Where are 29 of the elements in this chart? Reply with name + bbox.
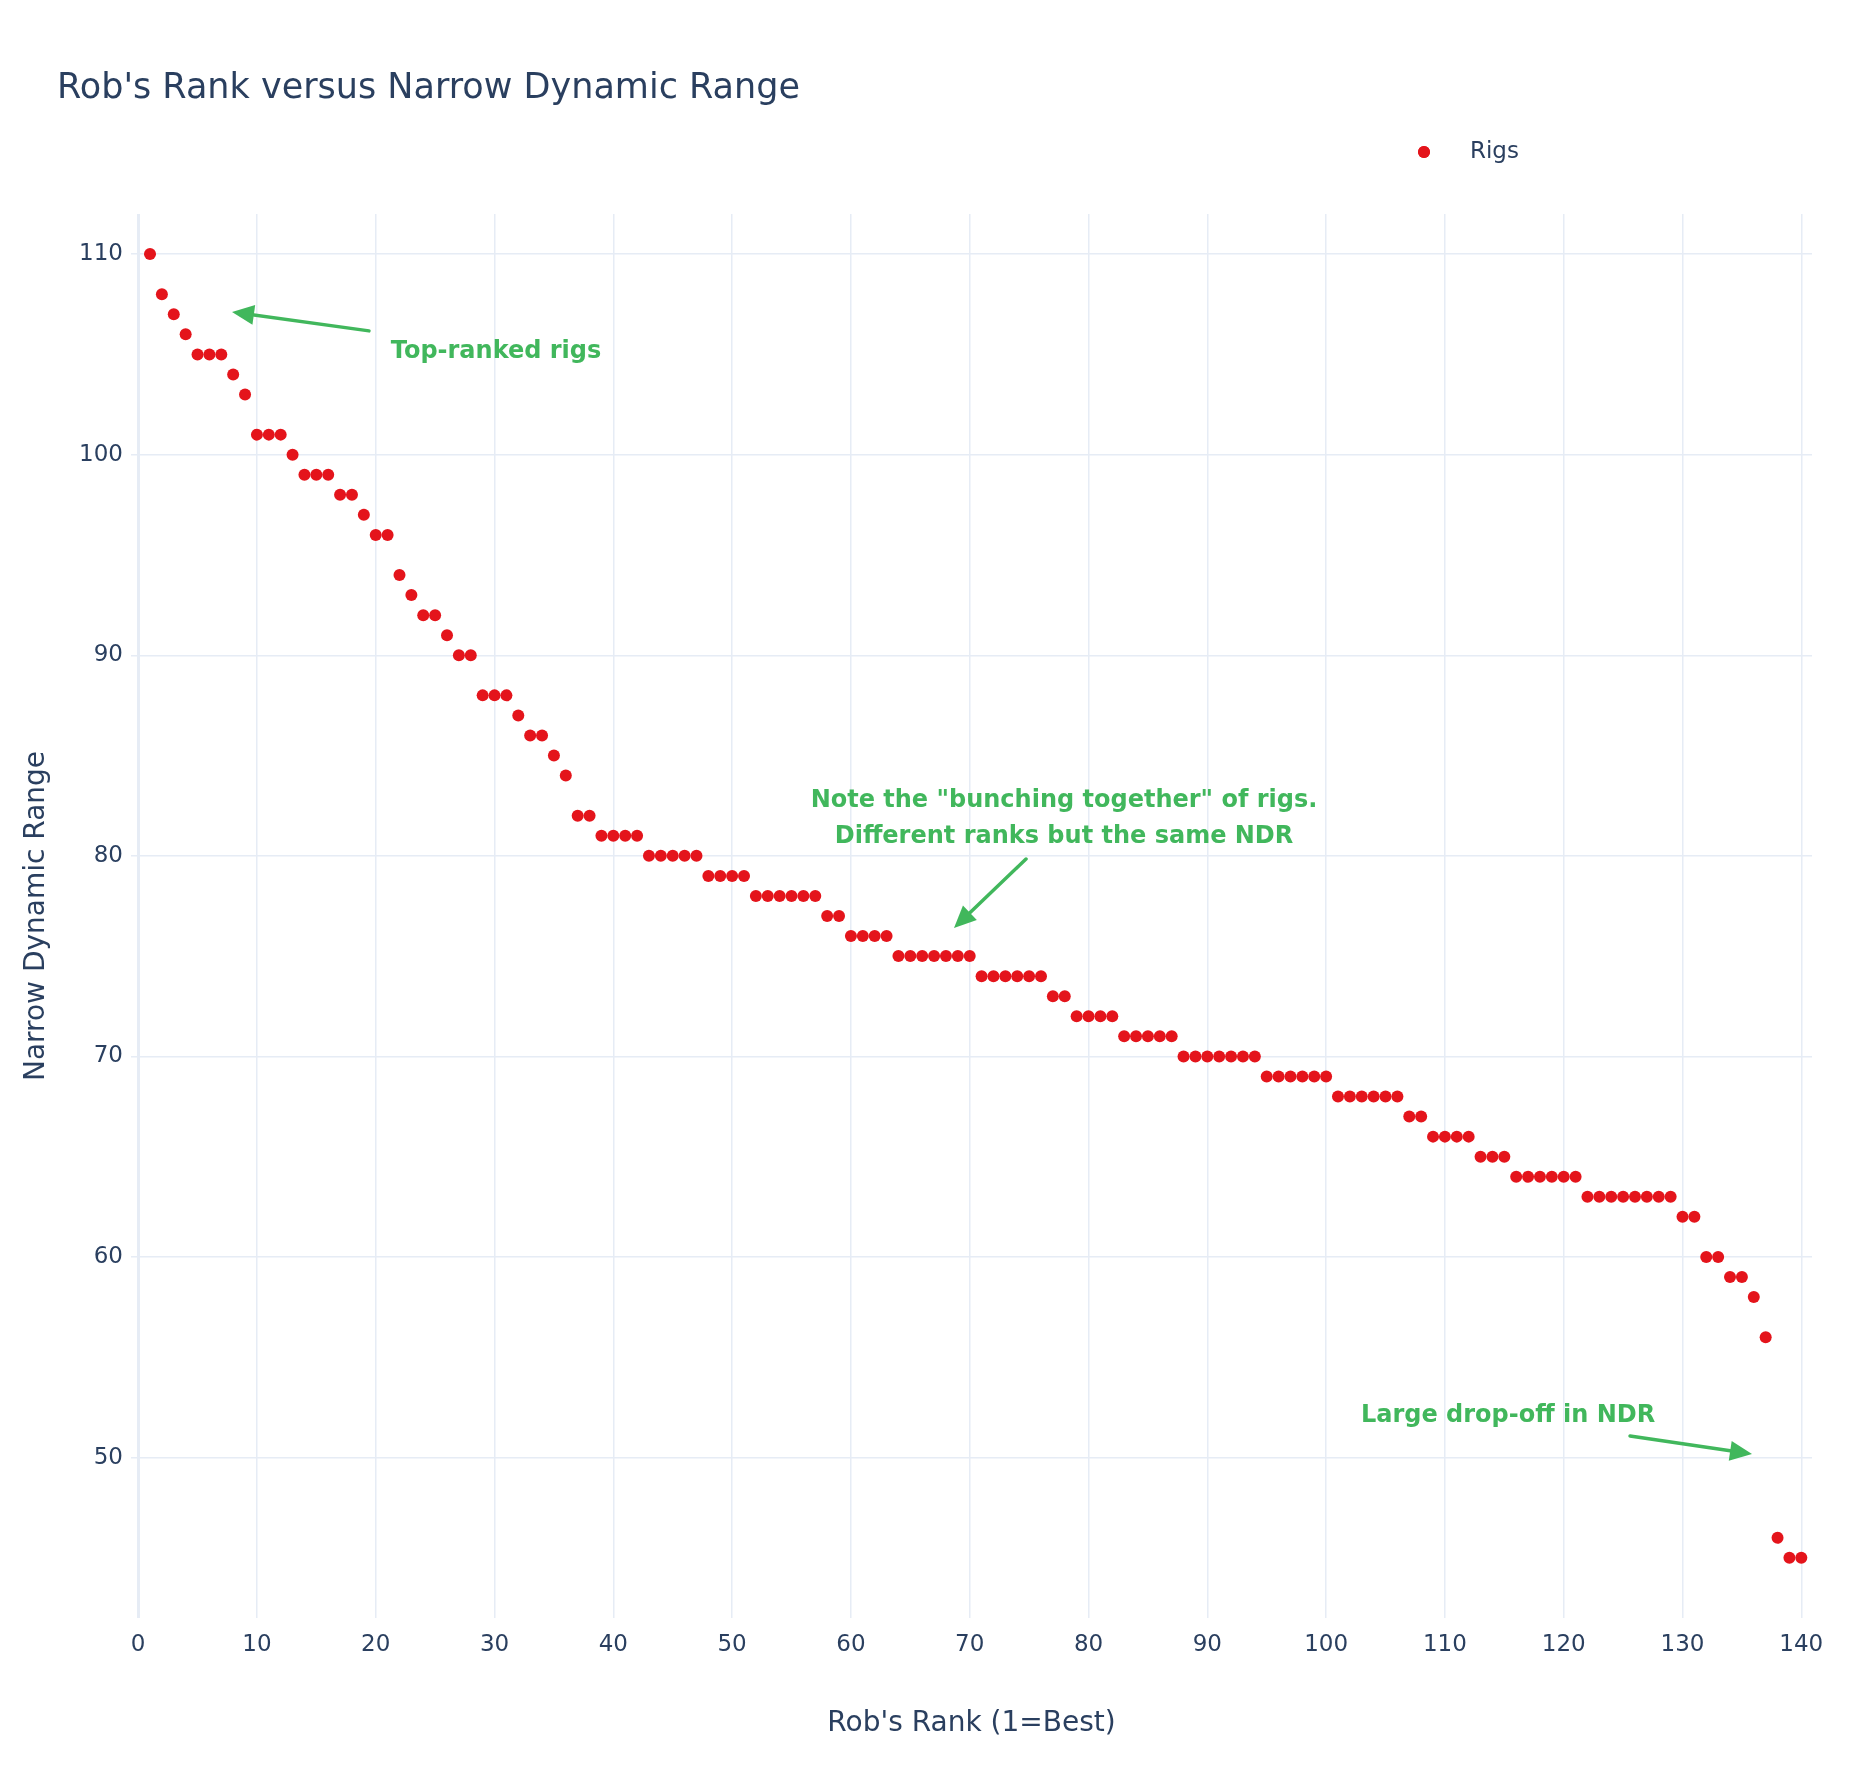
x-tick-label: 110 (1422, 1629, 1467, 1656)
x-tick-label: 0 (130, 1629, 146, 1656)
x-tick-label: 120 (1541, 1629, 1586, 1656)
x-tick-label: 70 (955, 1629, 985, 1656)
y-tick-label: 110 (79, 239, 123, 266)
annotation: Top-ranked rigs (390, 336, 602, 365)
x-tick-label: 130 (1660, 1629, 1705, 1656)
legend-label: Rigs (1470, 136, 1519, 163)
x-tick-label: 30 (479, 1629, 510, 1656)
x-tick-label: 80 (1073, 1629, 1104, 1656)
y-tick-label: 90 (93, 640, 123, 667)
annotation: Large drop-off in NDR (1360, 1400, 1656, 1429)
y-axis-title: Narrow Dynamic Range (18, 750, 52, 1082)
x-tick-label: 140 (1779, 1629, 1824, 1656)
y-tick-label: 70 (93, 1041, 123, 1068)
x-tick-label: 90 (1192, 1629, 1222, 1656)
x-tick-label: 40 (598, 1629, 628, 1656)
chart-title: Rob's Rank versus Narrow Dynamic Range (57, 66, 800, 107)
y-tick-label: 50 (93, 1442, 123, 1469)
x-axis-title: Rob's Rank (1=Best) (827, 1705, 1116, 1739)
x-tick-label: 100 (1304, 1629, 1349, 1656)
x-tick-label: 20 (361, 1629, 391, 1656)
y-tick-label: 100 (79, 439, 123, 466)
y-tick-label: 80 (93, 840, 123, 867)
annotation: Note the "bunching together" of rigs. Different ranks but the same NDR (810, 785, 1318, 850)
x-tick-label: 50 (717, 1629, 747, 1656)
x-tick-label: 10 (242, 1629, 272, 1656)
y-tick-label: 60 (93, 1241, 123, 1268)
x-tick-label: 60 (836, 1629, 866, 1656)
